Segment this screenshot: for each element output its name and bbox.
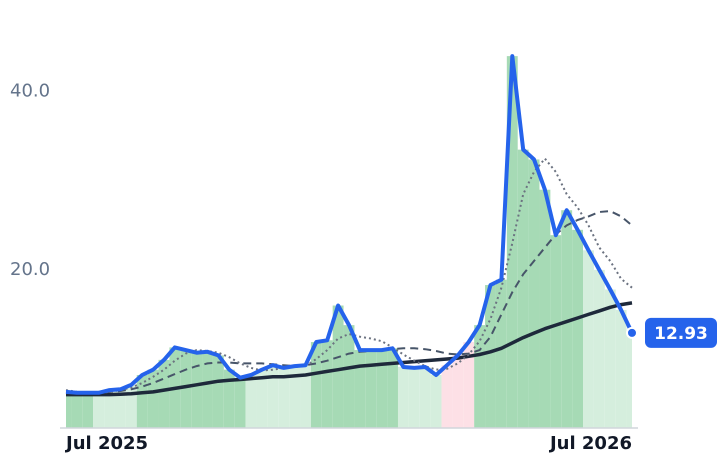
area-bar bbox=[104, 390, 115, 428]
area-bar bbox=[626, 332, 632, 428]
area-bar bbox=[82, 392, 94, 428]
area-bar bbox=[158, 359, 170, 428]
area-bar bbox=[495, 279, 507, 428]
area-bar bbox=[452, 355, 464, 428]
area-bar bbox=[485, 285, 496, 428]
series-line bbox=[65, 54, 634, 395]
area-bar bbox=[550, 235, 562, 428]
area-bar bbox=[136, 375, 148, 428]
area-bar bbox=[604, 289, 616, 428]
area-bar bbox=[528, 159, 540, 428]
area-layer bbox=[66, 56, 632, 428]
area-bar bbox=[223, 369, 235, 428]
area-bar bbox=[539, 189, 551, 428]
area-bar bbox=[463, 342, 475, 428]
x-tick-label: Jul 2026 bbox=[548, 433, 632, 454]
area-bar bbox=[321, 340, 333, 428]
area-bar bbox=[71, 392, 83, 428]
area-bar bbox=[365, 350, 377, 428]
area-bar bbox=[234, 377, 246, 428]
area-bar bbox=[310, 342, 322, 428]
area-bar bbox=[376, 350, 388, 428]
area-bar bbox=[583, 250, 594, 428]
area-bar bbox=[267, 365, 279, 428]
y-tick-label: 40.0 bbox=[10, 81, 50, 102]
area-bar bbox=[278, 367, 290, 428]
area-bar bbox=[343, 325, 355, 428]
area-bar bbox=[474, 325, 486, 428]
area-bar bbox=[354, 350, 366, 428]
y-tick-label: 20.0 bbox=[10, 259, 50, 280]
area-bar bbox=[212, 355, 224, 428]
area-bar bbox=[66, 391, 72, 428]
series-line bbox=[66, 301, 633, 397]
x-tick-label: Jul 2025 bbox=[64, 433, 148, 454]
series-line bbox=[65, 210, 633, 394]
area-bar bbox=[572, 229, 584, 428]
last-point bbox=[626, 326, 638, 339]
area-bar bbox=[256, 369, 268, 428]
value-badge bbox=[645, 317, 717, 348]
line-layer bbox=[65, 54, 634, 397]
area-bar bbox=[93, 392, 105, 428]
area-bar bbox=[147, 369, 159, 428]
area-bar bbox=[191, 352, 203, 428]
area-bar bbox=[114, 389, 126, 428]
area-bar bbox=[419, 366, 431, 428]
area-bar bbox=[245, 375, 257, 428]
area-bar bbox=[202, 351, 213, 428]
area-bar bbox=[300, 365, 311, 428]
area-bar bbox=[125, 384, 137, 428]
area-bar bbox=[561, 210, 573, 428]
area-bar bbox=[506, 56, 518, 428]
area-bar bbox=[441, 365, 453, 428]
area-bar bbox=[397, 366, 409, 428]
area-bar bbox=[408, 367, 420, 428]
area-bar bbox=[517, 149, 529, 428]
area-bar bbox=[593, 269, 605, 428]
area-bar bbox=[180, 350, 192, 428]
area-bar bbox=[332, 305, 344, 428]
area-bar bbox=[615, 309, 627, 428]
area-bar bbox=[430, 375, 442, 428]
area-bar bbox=[387, 348, 398, 428]
value-label: 12.93 bbox=[654, 324, 708, 344]
area-bar bbox=[289, 366, 301, 428]
